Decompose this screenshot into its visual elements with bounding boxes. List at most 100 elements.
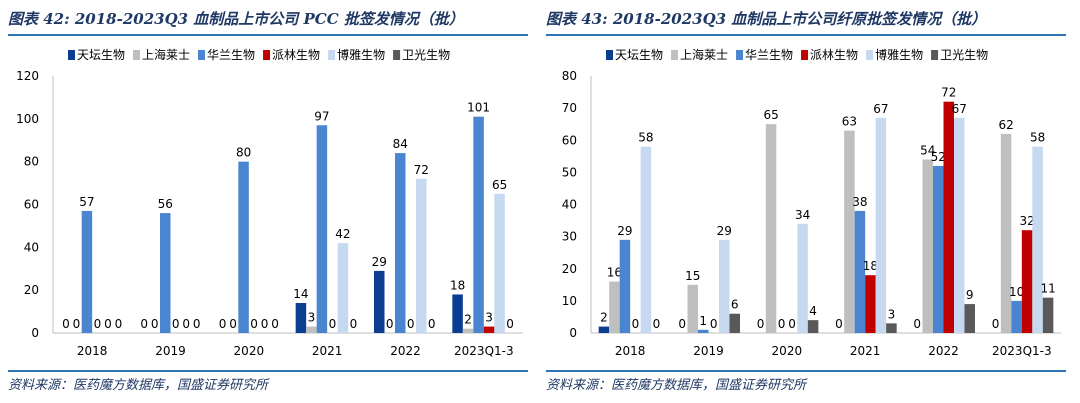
data-label: 0: [250, 317, 258, 331]
data-label: 0: [913, 317, 921, 331]
bar: [462, 328, 474, 333]
x-tick-label: 2023Q1-3: [992, 344, 1052, 358]
data-label: 0: [350, 317, 358, 331]
bar: [719, 239, 730, 333]
data-label: 1: [699, 314, 707, 328]
legend-swatch: [68, 50, 75, 60]
data-label: 0: [219, 317, 227, 331]
data-label: 0: [182, 317, 190, 331]
data-label: 0: [172, 317, 180, 331]
legend-label: 派林生物: [810, 48, 858, 62]
legend-label: 卫光生物: [940, 48, 988, 62]
bar: [483, 326, 495, 333]
bar: [395, 153, 406, 333]
bar: [306, 326, 317, 333]
data-label: 0: [506, 317, 514, 331]
data-label: 18: [863, 259, 878, 273]
bar: [473, 116, 484, 333]
data-label: 0: [193, 317, 201, 331]
data-label: 2: [600, 311, 608, 325]
legend-swatch: [931, 50, 939, 60]
data-label: 32: [1019, 214, 1034, 228]
data-label: 38: [852, 195, 867, 209]
bar: [1032, 146, 1043, 333]
data-label: 101: [467, 101, 490, 115]
x-tick-label: 2021: [312, 344, 343, 358]
data-label: 3: [888, 307, 896, 321]
data-label: 34: [795, 208, 810, 222]
bar: [295, 303, 307, 333]
legend-swatch: [263, 50, 271, 60]
data-label: 0: [151, 317, 159, 331]
bar: [865, 275, 876, 333]
data-label: 2: [464, 313, 472, 327]
x-tick-label: 2019: [693, 344, 724, 358]
bar: [416, 178, 427, 333]
data-label: 0: [94, 317, 102, 331]
bar: [807, 320, 819, 333]
bar: [964, 304, 975, 333]
data-label: 42: [335, 227, 350, 241]
legend-label: 天坛生物: [615, 48, 663, 62]
bar: [1000, 133, 1012, 333]
data-label: 11: [1040, 282, 1055, 296]
data-label: 0: [62, 317, 70, 331]
data-label: 29: [617, 224, 632, 238]
y-tick-label: 60: [562, 133, 577, 147]
y-tick-label: 60: [24, 198, 39, 212]
bar: [886, 323, 897, 333]
chart-panel-fibrinogen: 图表 43: 2018-2023Q3 血制品上市公司纤原批签发情况（批） 天坛生…: [546, 0, 1074, 403]
data-label: 72: [414, 163, 429, 177]
y-tick-label: 0: [31, 326, 39, 340]
data-label: 63: [842, 115, 857, 129]
bar: [238, 161, 249, 333]
data-label: 0: [678, 317, 686, 331]
legend-swatch: [866, 50, 874, 60]
data-label: 72: [941, 86, 956, 100]
x-tick-label: 2019: [155, 344, 186, 358]
legend-swatch: [393, 50, 401, 60]
y-tick-label: 50: [562, 165, 577, 179]
data-label: 67: [873, 102, 888, 116]
bar: [640, 146, 652, 333]
data-label: 0: [992, 317, 1000, 331]
y-tick-label: 80: [24, 155, 39, 169]
data-label: 0: [329, 317, 337, 331]
legend-label: 华兰生物: [745, 48, 793, 62]
bar: [1042, 297, 1054, 333]
y-tick-label: 100: [16, 112, 39, 126]
legend-label: 上海莱士: [142, 47, 190, 62]
title-rule: [8, 34, 528, 36]
legend-label: 博雅生物: [337, 47, 385, 62]
data-label: 0: [386, 317, 394, 331]
bar: [1011, 300, 1022, 333]
legend-swatch: [198, 50, 206, 60]
bar: [933, 165, 944, 333]
x-tick-label: 2021: [850, 344, 881, 358]
y-tick-label: 30: [562, 230, 577, 244]
bar: [943, 101, 954, 333]
data-label: 65: [492, 178, 507, 192]
y-tick-label: 0: [569, 326, 577, 340]
y-tick-label: 40: [562, 198, 577, 212]
data-label: 65: [763, 108, 778, 122]
y-tick-label: 10: [562, 294, 577, 308]
source-rule: [8, 370, 528, 372]
chart-title: 图表 42: 2018-2023Q3 血制品上市公司 PCC 批签发情况（批）: [8, 10, 464, 28]
data-label: 3: [308, 311, 316, 325]
data-label: 0: [632, 317, 640, 331]
data-label: 29: [372, 255, 387, 269]
bar: [875, 117, 887, 333]
data-label: 0: [428, 317, 436, 331]
legend-label: 天坛生物: [77, 48, 125, 62]
data-label: 0: [778, 317, 786, 331]
bar: [687, 284, 698, 333]
source-note: 资料来源：医药魔方数据库，国盛证券研究所: [546, 378, 807, 393]
x-tick-label: 2020: [234, 344, 265, 358]
data-label: 0: [261, 317, 269, 331]
data-label: 97: [314, 109, 329, 123]
data-label: 0: [407, 317, 415, 331]
legend-label: 华兰生物: [207, 48, 255, 62]
bar: [844, 130, 855, 333]
bar: [797, 223, 808, 333]
